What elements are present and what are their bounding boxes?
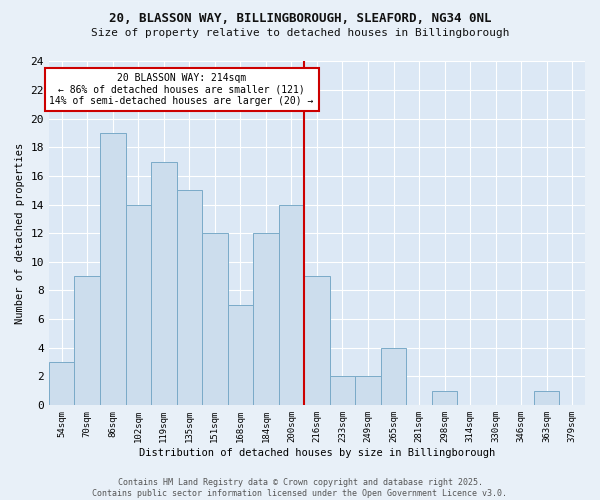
Bar bbox=[253, 233, 278, 405]
Bar bbox=[176, 190, 202, 405]
Text: 20 BLASSON WAY: 214sqm
← 86% of detached houses are smaller (121)
14% of semi-de: 20 BLASSON WAY: 214sqm ← 86% of detached… bbox=[49, 73, 314, 106]
Bar bbox=[278, 204, 304, 405]
Text: Contains HM Land Registry data © Crown copyright and database right 2025.
Contai: Contains HM Land Registry data © Crown c… bbox=[92, 478, 508, 498]
Bar bbox=[355, 376, 381, 405]
Text: Size of property relative to detached houses in Billingborough: Size of property relative to detached ho… bbox=[91, 28, 509, 38]
Text: 20, BLASSON WAY, BILLINGBOROUGH, SLEAFORD, NG34 0NL: 20, BLASSON WAY, BILLINGBOROUGH, SLEAFOR… bbox=[109, 12, 491, 26]
Bar bbox=[151, 162, 176, 405]
Bar bbox=[304, 276, 330, 405]
Bar bbox=[125, 204, 151, 405]
Y-axis label: Number of detached properties: Number of detached properties bbox=[15, 142, 25, 324]
Bar bbox=[74, 276, 100, 405]
Bar bbox=[202, 233, 227, 405]
Bar bbox=[534, 390, 559, 405]
Bar bbox=[330, 376, 355, 405]
Bar bbox=[432, 390, 457, 405]
Bar bbox=[100, 133, 125, 405]
Bar bbox=[49, 362, 74, 405]
X-axis label: Distribution of detached houses by size in Billingborough: Distribution of detached houses by size … bbox=[139, 448, 495, 458]
Bar bbox=[227, 304, 253, 405]
Bar bbox=[381, 348, 406, 405]
